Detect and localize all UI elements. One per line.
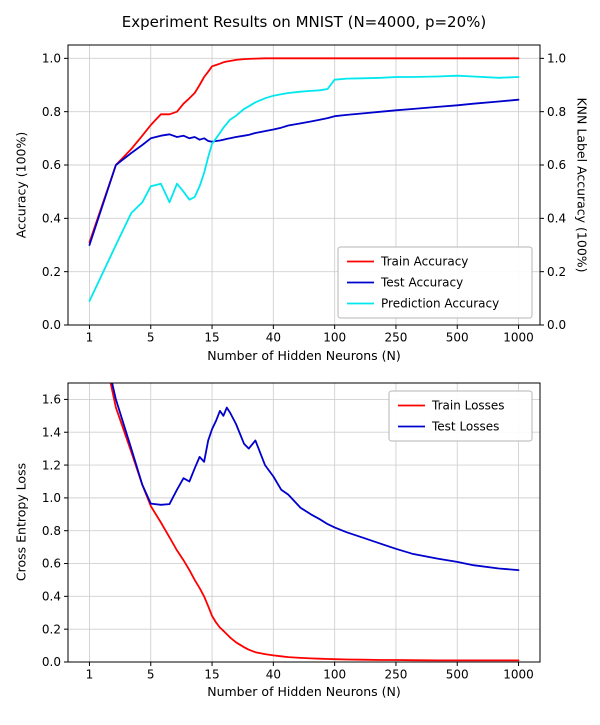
x-tick-label: 500 <box>446 668 469 682</box>
x-tick-label: 250 <box>384 331 407 345</box>
y-tick-label-right: 0.2 <box>547 265 566 279</box>
x-tick-label: 1000 <box>503 331 534 345</box>
y-tick-label-right: 1.0 <box>547 52 566 66</box>
tick-labels: 1 5 15 40 100 250 500 10000.00.20.40.60.81.01.2… <box>42 393 534 682</box>
y-tick-label: 0.8 <box>42 524 61 538</box>
y-tick-label: 0.0 <box>42 655 61 669</box>
bottom-xaxis-label: Number of Hidden Neurons (N) <box>207 684 401 699</box>
train-accuracy-legend-label: Train Accuracy <box>380 255 468 269</box>
y-tick-label: 0.2 <box>42 622 61 636</box>
prediction-accuracy-line <box>88 74 520 302</box>
x-tick-label: 40 <box>266 331 281 345</box>
test-accuracy-line <box>88 98 520 246</box>
y-tick-label: 1.0 <box>42 491 61 505</box>
x-tick-label: 1 <box>86 668 94 682</box>
legend: Train Accuracy Test Accuracy Prediction Ac… <box>337 246 533 319</box>
y-tick-label: 0.6 <box>42 158 61 172</box>
x-tick-label: 5 <box>147 331 155 345</box>
top-right-yaxis-label: KNN Label Accuracy (100%) <box>574 97 590 273</box>
legend-box <box>337 246 533 319</box>
legend: Train Losses Test Losses <box>388 390 533 442</box>
y-tick-label: 0.4 <box>42 590 61 604</box>
test-accuracy-legend-label: Test Accuracy <box>380 276 463 290</box>
top-yaxis-label: Accuracy (100%) <box>13 131 29 239</box>
x-tick-label: 5 <box>147 668 155 682</box>
train-accuracy-line <box>88 57 520 244</box>
top-xaxis-label: Number of Hidden Neurons (N) <box>207 348 401 363</box>
x-tick-label: 100 <box>323 331 346 345</box>
y-tick-label: 0.8 <box>42 105 61 119</box>
y-tick-label-right: 0.6 <box>547 158 566 172</box>
train-losses-line <box>109 383 520 662</box>
y-tick-label: 1.4 <box>42 425 61 439</box>
prediction-accuracy-legend-label: Prediction Accuracy <box>381 297 499 311</box>
x-tick-label: 15 <box>204 331 219 345</box>
chart-1: 1 5 15 40 100 250 500 10000.00.20.40.60.81.01.2… <box>42 382 541 682</box>
series-lines <box>88 57 520 302</box>
train-losses-legend-label: Train Losses <box>431 399 505 413</box>
test-losses-line <box>111 383 520 571</box>
x-tick-label: 1 <box>86 331 94 345</box>
axes-frame <box>67 382 541 663</box>
x-tick-label: 1000 <box>503 668 534 682</box>
tick-marks <box>64 57 544 329</box>
x-tick-label: 40 <box>266 668 281 682</box>
y-tick-label: 1.0 <box>42 52 61 66</box>
bottom-yaxis-label: Cross Entropy Loss <box>13 462 29 582</box>
y-tick-label: 0.6 <box>42 557 61 571</box>
y-tick-label-right: 0.8 <box>547 105 566 119</box>
x-tick-label: 250 <box>384 668 407 682</box>
x-tick-label: 15 <box>204 668 219 682</box>
test-losses-legend-label: Test Losses <box>431 420 499 434</box>
legend-box <box>388 390 533 442</box>
y-tick-label: 0.0 <box>42 318 61 332</box>
tick-marks <box>64 398 520 666</box>
y-tick-label: 1.6 <box>42 393 61 407</box>
x-tick-label: 500 <box>446 331 469 345</box>
y-tick-label: 1.2 <box>42 458 61 472</box>
chart-title: Experiment Results on MNIST (N=4000, p=2… <box>121 13 487 31</box>
series-lines <box>109 383 520 662</box>
y-tick-label: 0.2 <box>42 265 61 279</box>
y-tick-label: 0.4 <box>42 212 61 226</box>
y-tick-label-right: 0.4 <box>547 212 566 226</box>
axes-frame <box>67 44 541 326</box>
x-tick-label: 100 <box>323 668 346 682</box>
y-tick-label-right: 0.0 <box>547 318 566 332</box>
